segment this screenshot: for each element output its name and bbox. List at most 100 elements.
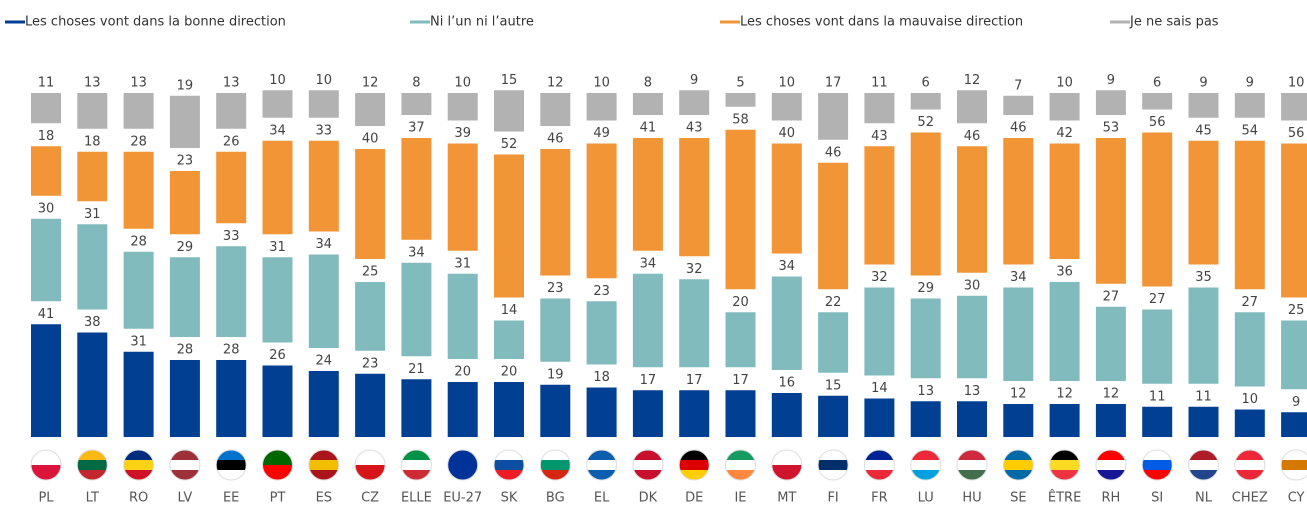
bar-segment — [169, 257, 200, 337]
data-label: 9 — [1246, 76, 1254, 91]
data-label: 42 — [1056, 126, 1073, 141]
flag-stripe — [1095, 470, 1126, 480]
data-label: 20 — [454, 365, 471, 380]
data-label: 28 — [130, 234, 147, 249]
data-label: 36 — [1056, 265, 1073, 280]
bar-segment — [77, 93, 108, 129]
x-tick-label: HU — [962, 491, 981, 506]
x-tick-label: DE — [685, 491, 703, 506]
bar-segment — [123, 251, 154, 329]
bar-segment — [216, 151, 247, 224]
data-label: 33 — [223, 229, 240, 244]
data-label: 58 — [732, 112, 749, 127]
flag-stripe — [1281, 470, 1307, 480]
bar-segment — [1234, 409, 1265, 437]
flag-stripe — [401, 450, 432, 461]
bar-segment — [494, 320, 524, 359]
x-tick-label: PL — [38, 491, 54, 506]
flag-border — [632, 449, 664, 481]
flag-stripe — [308, 450, 339, 461]
bar-segment — [725, 312, 756, 368]
data-label: 9 — [1292, 395, 1300, 410]
data-label: 10 — [454, 76, 471, 91]
data-label: 27 — [1149, 292, 1166, 307]
bar-segment — [540, 384, 571, 437]
flag-stripe — [632, 450, 663, 461]
flag-border — [1095, 449, 1127, 481]
flag-stripe — [494, 460, 524, 471]
data-label: 5 — [736, 76, 744, 91]
bar-segment — [818, 162, 849, 290]
data-label: 11 — [871, 76, 888, 91]
data-label: 7 — [1014, 78, 1022, 93]
data-label: 13 — [130, 76, 147, 91]
bar-segment — [355, 93, 386, 126]
bar-segment — [771, 143, 802, 254]
bar-segment — [1142, 93, 1173, 110]
bar-segment — [77, 332, 108, 437]
bar-segment — [169, 171, 200, 235]
data-label: 25 — [362, 265, 379, 280]
flag-stripe — [262, 465, 293, 480]
data-label: 29 — [177, 240, 194, 255]
bar-segment — [632, 390, 663, 437]
bar-segment — [1188, 140, 1219, 265]
data-label: 9 — [690, 73, 698, 88]
x-tick-label: LT — [86, 491, 99, 506]
x-tick-label: LU — [918, 491, 934, 506]
data-label: 27 — [1103, 289, 1120, 304]
data-label: 6 — [1153, 76, 1161, 91]
bar-segment — [1003, 95, 1034, 115]
bar-segment — [308, 254, 339, 348]
bar-segment — [1188, 93, 1219, 118]
bar-segment — [216, 360, 247, 437]
bar-segment — [1142, 132, 1173, 287]
bar-segment — [540, 93, 571, 126]
flag-border — [1141, 449, 1173, 481]
flag-stripe — [31, 465, 61, 480]
bar-segment — [355, 373, 386, 437]
flag-stripe — [123, 470, 154, 480]
bar-segment — [586, 93, 617, 121]
bar-segment — [262, 257, 293, 343]
bar-segment — [910, 298, 941, 379]
flag-stripe — [31, 450, 61, 466]
data-label: 8 — [644, 76, 652, 91]
flag-stripe — [494, 470, 524, 480]
bar-segment — [123, 351, 154, 437]
legend-label: Les choses vont dans la bonne direction — [25, 15, 286, 30]
bar-segment — [262, 365, 293, 437]
bar-segment — [1281, 412, 1307, 437]
flag-border — [400, 449, 432, 481]
flag-stripe — [1234, 460, 1265, 471]
bar-segment — [771, 93, 802, 121]
bar-segment — [216, 93, 247, 129]
bar-segment — [957, 401, 987, 437]
data-label: 17 — [732, 373, 749, 388]
flag-stripe — [169, 450, 200, 461]
flag-stripe — [77, 470, 108, 480]
data-label: 34 — [640, 256, 657, 271]
bar-segment — [957, 295, 987, 379]
bar-segment — [1234, 140, 1265, 290]
flag-stripe — [355, 450, 386, 466]
bar-segment — [169, 360, 200, 437]
data-label: 11 — [38, 76, 55, 91]
data-label: 52 — [917, 115, 934, 130]
flag-border — [30, 449, 62, 481]
bar-segment — [401, 138, 432, 240]
flag-stripe — [818, 460, 849, 471]
flag-stripe — [1049, 470, 1080, 480]
bar-segment — [910, 93, 941, 110]
flag-stripe — [864, 450, 895, 461]
flag-stripe — [1234, 470, 1265, 480]
bar-segment — [31, 218, 61, 302]
data-label: 28 — [130, 134, 147, 149]
legend-label: Ni l’un ni l’autre — [430, 15, 534, 30]
data-label: 18 — [84, 134, 101, 149]
flag-stripe — [216, 460, 247, 471]
data-label: 20 — [732, 295, 749, 310]
data-label: 18 — [593, 370, 610, 385]
bar-segment — [540, 298, 571, 362]
x-tick-label: EL — [594, 491, 610, 506]
